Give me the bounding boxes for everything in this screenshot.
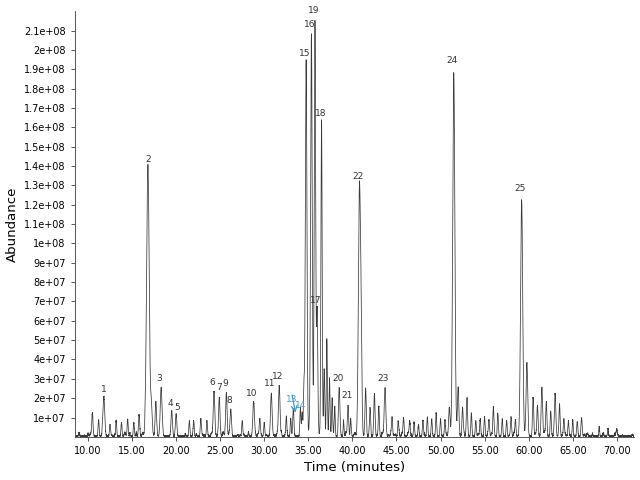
Text: 12: 12 bbox=[272, 372, 283, 381]
Text: 18: 18 bbox=[314, 108, 326, 118]
Text: 14: 14 bbox=[294, 401, 306, 410]
Text: 24: 24 bbox=[446, 56, 458, 65]
Text: 1: 1 bbox=[101, 385, 107, 394]
Text: 6: 6 bbox=[209, 378, 215, 386]
Text: 11: 11 bbox=[264, 380, 275, 388]
Text: 2: 2 bbox=[145, 155, 151, 164]
Text: 4: 4 bbox=[168, 399, 173, 408]
Text: 21: 21 bbox=[341, 391, 353, 400]
Text: 17: 17 bbox=[310, 296, 321, 305]
Text: 25: 25 bbox=[514, 184, 525, 193]
Text: 10: 10 bbox=[246, 389, 258, 398]
X-axis label: Time (minutes): Time (minutes) bbox=[304, 461, 405, 474]
Text: 7: 7 bbox=[216, 384, 222, 392]
Text: 19: 19 bbox=[308, 6, 320, 15]
Text: 3: 3 bbox=[157, 374, 163, 383]
Text: 15: 15 bbox=[299, 48, 310, 58]
Text: 22: 22 bbox=[352, 172, 364, 181]
Text: 16: 16 bbox=[305, 20, 316, 29]
Text: 5: 5 bbox=[174, 403, 180, 412]
Text: 23: 23 bbox=[378, 374, 389, 383]
Text: 20: 20 bbox=[332, 374, 344, 383]
Text: 9: 9 bbox=[223, 380, 228, 388]
Text: 8: 8 bbox=[226, 396, 232, 405]
Text: 13: 13 bbox=[286, 395, 298, 404]
Y-axis label: Abundance: Abundance bbox=[6, 186, 19, 262]
